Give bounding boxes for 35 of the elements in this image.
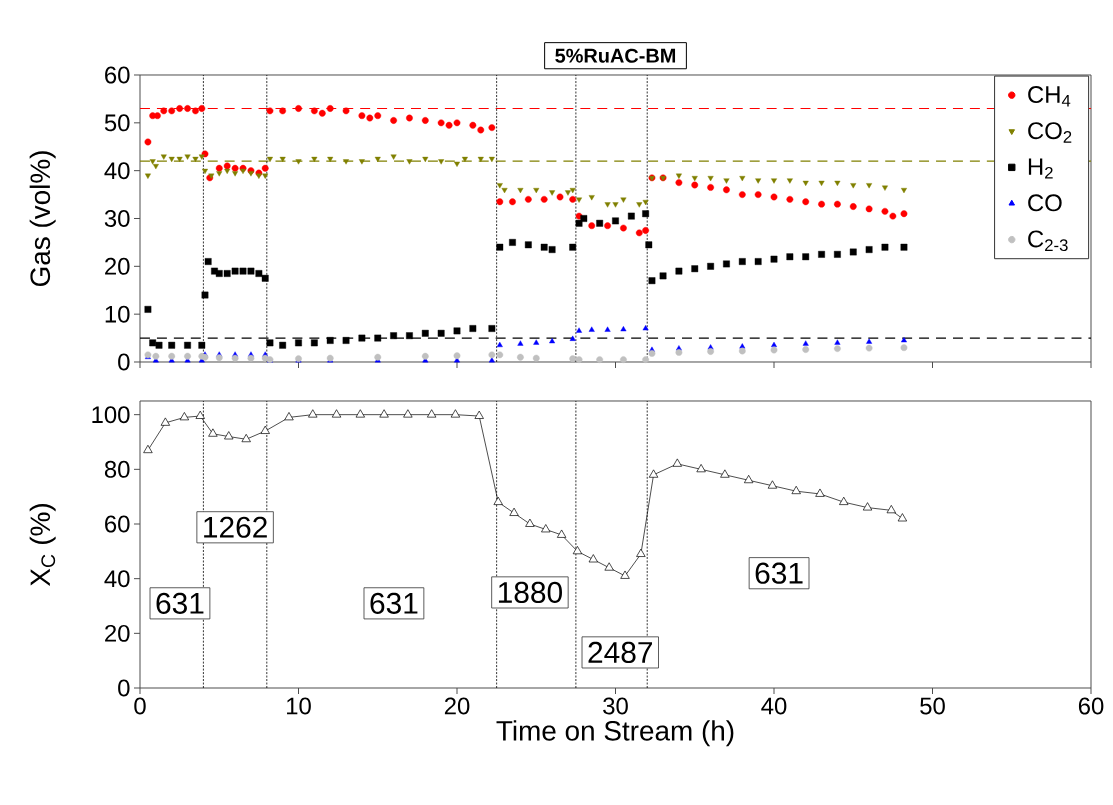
y-tick-label: 20 [105,257,130,275]
y-tick-label: 30 [104,210,130,227]
legend-label: CO [1028,194,1062,212]
x-tick-label: 20 [444,697,470,715]
legend-label: C$_{2-3}$ [1028,230,1068,252]
y-tick-label: 50 [104,114,130,132]
y-tick-label: 60 [105,515,130,533]
annotation: 2487 [588,641,652,663]
legend-label: H$_{2}$ [1028,158,1053,179]
x-axis-title: Time on Stream (h) [496,720,734,747]
y-tick-label: 80 [104,460,130,478]
annotation: 1880 [498,581,562,604]
x-tick-label: 60 [1078,697,1104,715]
y-axis-title: X$_{C}$ (%) [29,504,56,587]
y-tick-label: 0 [118,679,130,697]
y-tick-label: 40 [104,162,130,180]
annotation: 631 [370,592,418,614]
y-axis-title: Gas (vol%) [29,151,56,287]
y-tick-label: 100 [92,406,130,424]
x-tick-label: 10 [287,697,311,715]
x-tick-label: 30 [603,697,628,715]
y-tick-label: 40 [104,570,130,588]
legend-label: CO$_{2}$ [1028,122,1072,143]
annotation: 631 [156,592,204,614]
y-tick-label: 10 [105,305,130,323]
x-tick-label: 0 [134,697,146,715]
annotation: 1262 [204,516,267,538]
annotation: 631 [755,562,803,584]
x-tick-label: 50 [920,697,945,715]
legend-label: CH$_{4}$ [1028,86,1071,107]
y-tick-label: 0 [118,353,130,371]
y-tick-label: 20 [105,624,130,642]
x-tick-label: 40 [761,697,787,715]
chart-title: 5%RuAC-BM [555,48,676,63]
y-tick-label: 60 [105,66,130,84]
